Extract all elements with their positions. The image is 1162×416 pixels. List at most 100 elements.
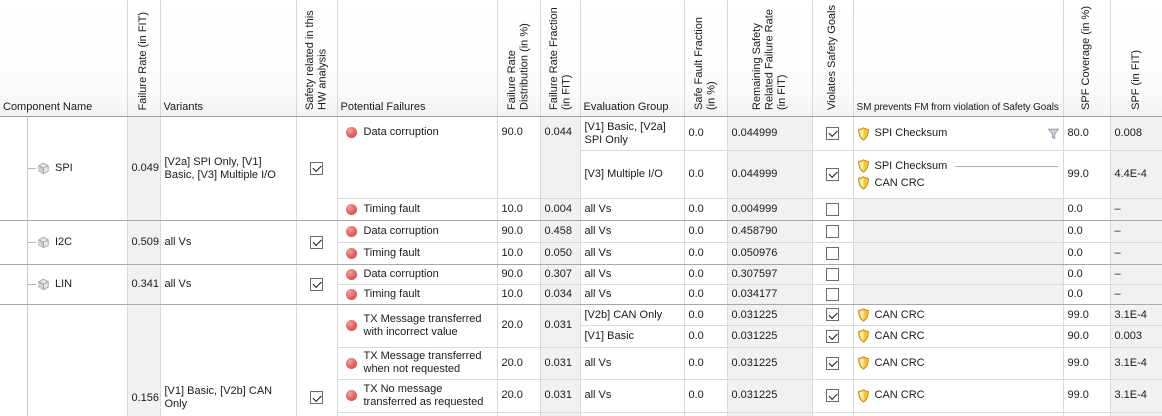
distribution-cell[interactable]: 20.0	[497, 304, 541, 348]
violates-checkbox[interactable]	[826, 329, 839, 343]
potential-failure-cell[interactable]: Data corruption	[337, 116, 498, 199]
evaluation-group-cell[interactable]: [V2b] CAN Only	[580, 304, 685, 327]
spf-coverage-cell[interactable]: 90.0	[1063, 325, 1111, 348]
distribution-cell[interactable]: 10.0	[497, 284, 541, 305]
sm-cell[interactable]: SPI Checksum	[853, 116, 1064, 151]
safe-fault-fraction-cell[interactable]: 0.0	[684, 220, 728, 243]
safety-related-checkbox[interactable]	[310, 277, 323, 291]
evaluation-group-cell[interactable]: [V1] Basic	[580, 325, 685, 348]
potential-failure-cell[interactable]: RX Message transferred	[337, 412, 498, 416]
spf-coverage-cell[interactable]: 0.0	[1063, 284, 1111, 305]
distribution-cell[interactable]: 10.0	[497, 242, 541, 265]
potential-failure-cell[interactable]: TX Message transferred when not requeste…	[337, 347, 498, 381]
col-header-safe-fault-fraction[interactable]: Safe Fault Fraction (in %)	[684, 0, 728, 117]
col-header-potential-failures[interactable]: Potential Failures	[337, 0, 498, 117]
sm-cell[interactable]: CAN CRC	[853, 379, 1064, 413]
evaluation-group-cell[interactable]: all Vs	[580, 284, 685, 305]
safe-fault-fraction-cell[interactable]: 0.0	[684, 242, 728, 265]
col-header-variants[interactable]: Variants	[160, 0, 297, 117]
violates-checkbox[interactable]	[826, 267, 839, 281]
violates-checkbox[interactable]	[826, 246, 839, 260]
safe-fault-fraction-cell[interactable]: 0.0	[684, 304, 728, 327]
safe-fault-fraction-cell[interactable]: 0.0	[684, 284, 728, 305]
distribution-cell[interactable]: 90.0	[497, 220, 541, 243]
evaluation-group-cell[interactable]: all Vs	[580, 379, 685, 413]
distribution-cell[interactable]: 20.0	[497, 379, 541, 413]
component-cell-spi[interactable]: SPI	[0, 116, 128, 221]
safe-fault-fraction-cell[interactable]: 0.0	[684, 347, 728, 381]
component-cell-i2c[interactable]: I2C	[0, 220, 128, 265]
spf-coverage-cell[interactable]: 99.0	[1063, 150, 1111, 199]
spf-coverage-cell[interactable]: 0.0	[1063, 220, 1111, 243]
distribution-cell[interactable]: 90.0	[497, 116, 541, 199]
potential-failure-cell[interactable]: TX Message transferred with incorrect va…	[337, 304, 498, 348]
evaluation-group-cell[interactable]: all Vs	[580, 347, 685, 381]
violates-checkbox[interactable]	[826, 167, 839, 181]
violates-checkbox[interactable]	[826, 224, 839, 238]
spf-coverage-cell[interactable]: 0.0	[1063, 242, 1111, 265]
safe-fault-fraction-cell[interactable]: 0.0	[684, 325, 728, 348]
variants-cell[interactable]: all Vs	[160, 264, 297, 305]
evaluation-group-cell[interactable]	[580, 412, 685, 416]
col-header-failure-rate-fraction[interactable]: Failure Rate Fraction (in FIT)	[540, 0, 581, 117]
col-header-evaluation-group[interactable]: Evaluation Group	[580, 0, 685, 117]
safety-related-checkbox[interactable]	[310, 235, 323, 249]
potential-failure-cell[interactable]: Timing fault	[337, 242, 498, 265]
potential-failure-cell[interactable]: Timing fault	[337, 284, 498, 305]
distribution-cell[interactable]: 90.0	[497, 264, 541, 285]
variants-cell[interactable]: all Vs	[160, 220, 297, 265]
col-header-failure-rate-distribution[interactable]: Failure Rate Distribution (in %)	[497, 0, 541, 117]
safe-fault-fraction-cell[interactable]	[684, 412, 728, 416]
spf-coverage-cell[interactable]	[1063, 412, 1111, 416]
col-header-component-name[interactable]: Component Name	[0, 0, 128, 117]
violates-checkbox[interactable]	[826, 308, 839, 322]
evaluation-group-cell[interactable]: all Vs	[580, 198, 685, 221]
sm-cell[interactable]	[853, 412, 1064, 416]
sm-cell[interactable]: CAN CRC	[853, 347, 1064, 381]
distribution-cell[interactable]: 10.0	[497, 198, 541, 221]
potential-failure-cell[interactable]: Data corruption	[337, 264, 498, 285]
evaluation-group-cell[interactable]: all Vs	[580, 264, 685, 285]
violates-checkbox[interactable]	[826, 287, 839, 301]
variants-cell[interactable]: [V1] Basic, [V2b] CAN Only	[160, 304, 297, 416]
col-header-failure-rate[interactable]: Failure Rate (in FIT)	[127, 0, 161, 117]
spf-coverage-cell[interactable]: 99.0	[1063, 347, 1111, 381]
col-header-violates-safety-goals[interactable]: Violates Safety Goals	[812, 0, 854, 117]
safety-related-checkbox[interactable]	[310, 161, 323, 175]
component-cell-can[interactable]: CAN	[0, 304, 128, 416]
col-header-safety-related[interactable]: Safety related in this HW analysis	[296, 0, 338, 117]
violates-checkbox[interactable]	[826, 356, 839, 370]
evaluation-group-cell[interactable]: all Vs	[580, 220, 685, 243]
sm-cell[interactable]: SPI Checksum CAN CRC	[853, 150, 1064, 199]
sm-cell[interactable]: CAN CRC	[853, 325, 1064, 348]
violates-checkbox[interactable]	[826, 202, 839, 216]
col-header-sm-prevents[interactable]: SM prevents FM from violation of Safety …	[853, 0, 1064, 117]
funnel-filter-icon[interactable]	[1047, 128, 1060, 140]
spf-coverage-cell[interactable]: 99.0	[1063, 304, 1111, 327]
potential-failure-cell[interactable]: Timing fault	[337, 198, 498, 221]
safe-fault-fraction-cell[interactable]: 0.0	[684, 264, 728, 285]
col-header-spf-coverage[interactable]: SPF Coverage (in %)	[1063, 0, 1111, 117]
evaluation-group-cell[interactable]: all Vs	[580, 242, 685, 265]
safety-related-checkbox[interactable]	[310, 391, 323, 405]
potential-failure-cell[interactable]: Data corruption	[337, 220, 498, 243]
spf-coverage-cell[interactable]: 0.0	[1063, 198, 1111, 221]
violates-checkbox[interactable]	[826, 126, 839, 140]
sm-cell[interactable]: CAN CRC	[853, 304, 1064, 327]
spf-coverage-cell[interactable]: 99.0	[1063, 379, 1111, 413]
spf-coverage-cell[interactable]: 0.0	[1063, 264, 1111, 285]
spf-coverage-cell[interactable]: 80.0	[1063, 116, 1111, 151]
safe-fault-fraction-cell[interactable]: 0.0	[684, 198, 728, 221]
evaluation-group-cell[interactable]: [V1] Basic, [V2a] SPI Only	[580, 116, 685, 151]
distribution-cell[interactable]: 20.0	[497, 347, 541, 381]
col-header-spf[interactable]: SPF (in FIT)	[1110, 0, 1162, 117]
safe-fault-fraction-cell[interactable]: 0.0	[684, 150, 728, 199]
safe-fault-fraction-cell[interactable]: 0.0	[684, 116, 728, 151]
col-header-remaining-rate[interactable]: Remaining Safety Related Failure Rate (i…	[727, 0, 813, 117]
safe-fault-fraction-cell[interactable]: 0.0	[684, 379, 728, 413]
component-cell-lin[interactable]: LIN	[0, 264, 128, 305]
variants-cell[interactable]: [V2a] SPI Only, [V1] Basic, [V3] Multipl…	[160, 116, 297, 221]
potential-failure-cell[interactable]: TX No message transferred as requested	[337, 379, 498, 413]
evaluation-group-cell[interactable]: [V3] Multiple I/O	[580, 150, 685, 199]
violates-checkbox[interactable]	[826, 389, 839, 403]
